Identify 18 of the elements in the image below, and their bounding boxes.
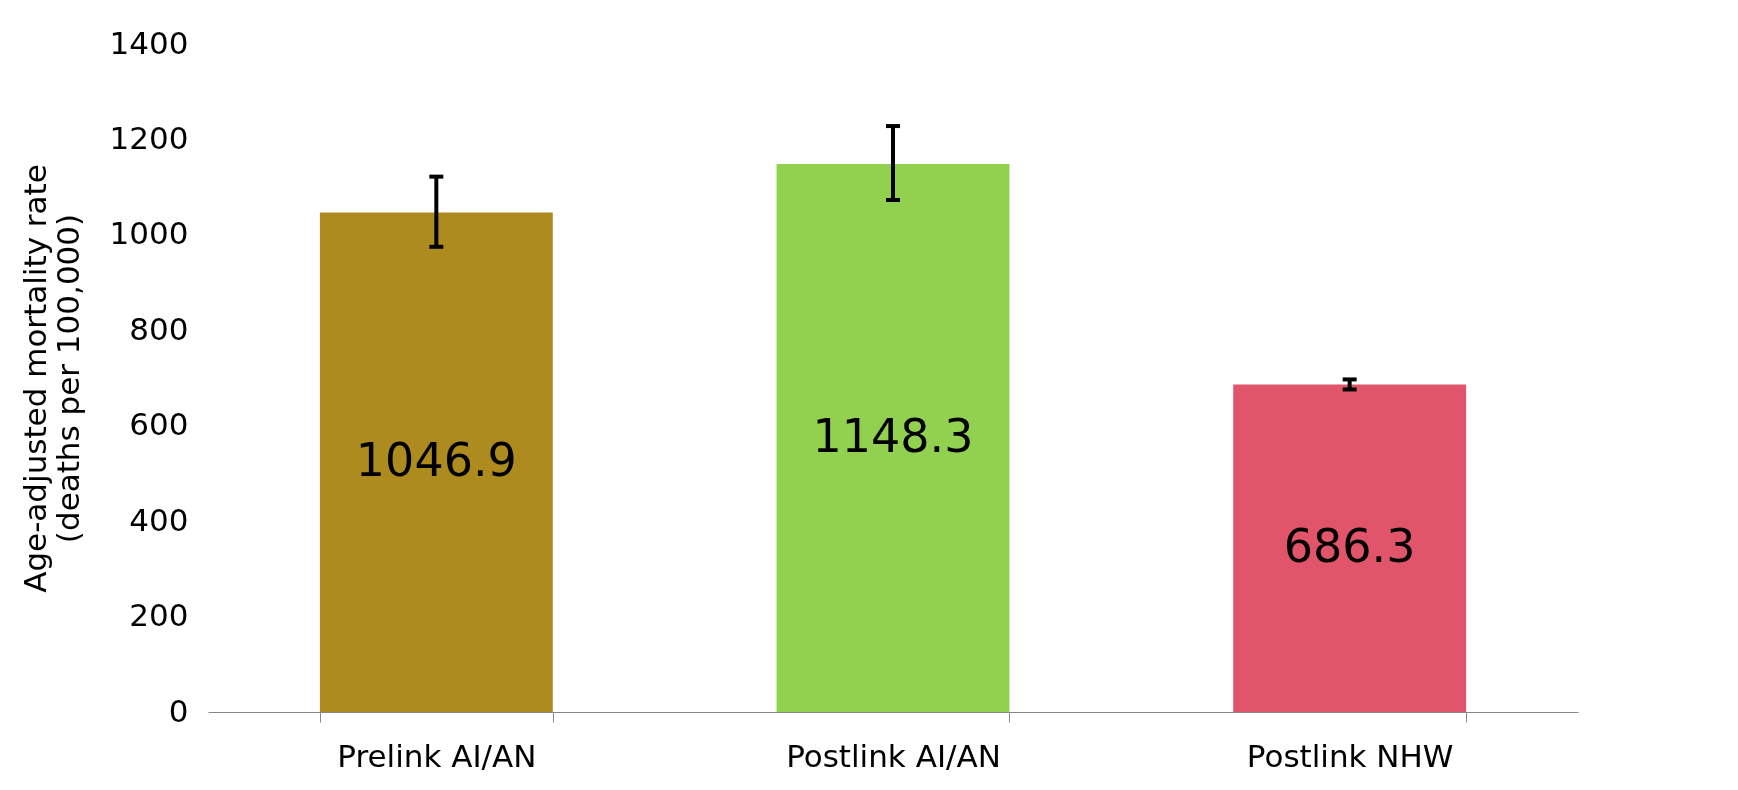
- y-tick-label: 1400: [109, 24, 189, 61]
- y-tick-label: 200: [129, 597, 189, 634]
- bar: [319, 212, 553, 712]
- bar: [776, 164, 1010, 712]
- y-tick-label: 1000: [109, 215, 189, 252]
- y-tick-label: 0: [168, 692, 189, 729]
- y-tick-label: 1200: [109, 119, 189, 156]
- data-label: 1148.3: [812, 409, 974, 464]
- bar: [1233, 384, 1467, 712]
- y-tick-label: 600: [129, 406, 189, 443]
- y-tick-label: 400: [129, 501, 189, 538]
- x-tick-label: Postlink NHW: [1246, 737, 1454, 774]
- x-tick-label: Prelink AI/AN: [337, 737, 537, 774]
- x-tick-label: Postlink AI/AN: [786, 737, 1001, 774]
- data-label: 1046.9: [355, 433, 517, 488]
- y-tick-label: 800: [129, 310, 189, 347]
- data-label: 686.3: [1283, 519, 1416, 574]
- y-axis-title: Age-adjusted mortality rate (deaths per 100,000): [16, 164, 86, 593]
